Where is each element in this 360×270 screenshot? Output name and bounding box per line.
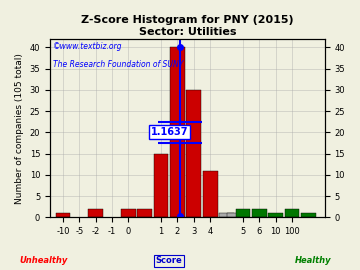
Title: Z-Score Histogram for PNY (2015)
Sector: Utilities: Z-Score Histogram for PNY (2015) Sector:… [81,15,294,37]
Bar [228,213,242,217]
Bar [219,213,234,217]
Bar [235,209,250,217]
Text: 1.1637: 1.1637 [150,127,188,137]
Bar [88,209,103,217]
Bar [252,209,267,217]
Text: Unhealthy: Unhealthy [19,256,67,265]
Text: The Research Foundation of SUNY: The Research Foundation of SUNY [53,60,183,69]
Bar [56,213,70,217]
Text: Healthy: Healthy [295,256,332,265]
Bar [154,154,168,217]
Bar [170,47,185,217]
Bar [268,213,283,217]
Bar [138,209,152,217]
Bar [285,209,299,217]
Bar [301,213,316,217]
Bar [121,209,136,217]
Y-axis label: Number of companies (105 total): Number of companies (105 total) [15,53,24,204]
Bar [203,171,217,217]
Bar [186,90,201,217]
Text: Score: Score [156,256,183,265]
Text: ©www.textbiz.org: ©www.textbiz.org [53,42,122,51]
